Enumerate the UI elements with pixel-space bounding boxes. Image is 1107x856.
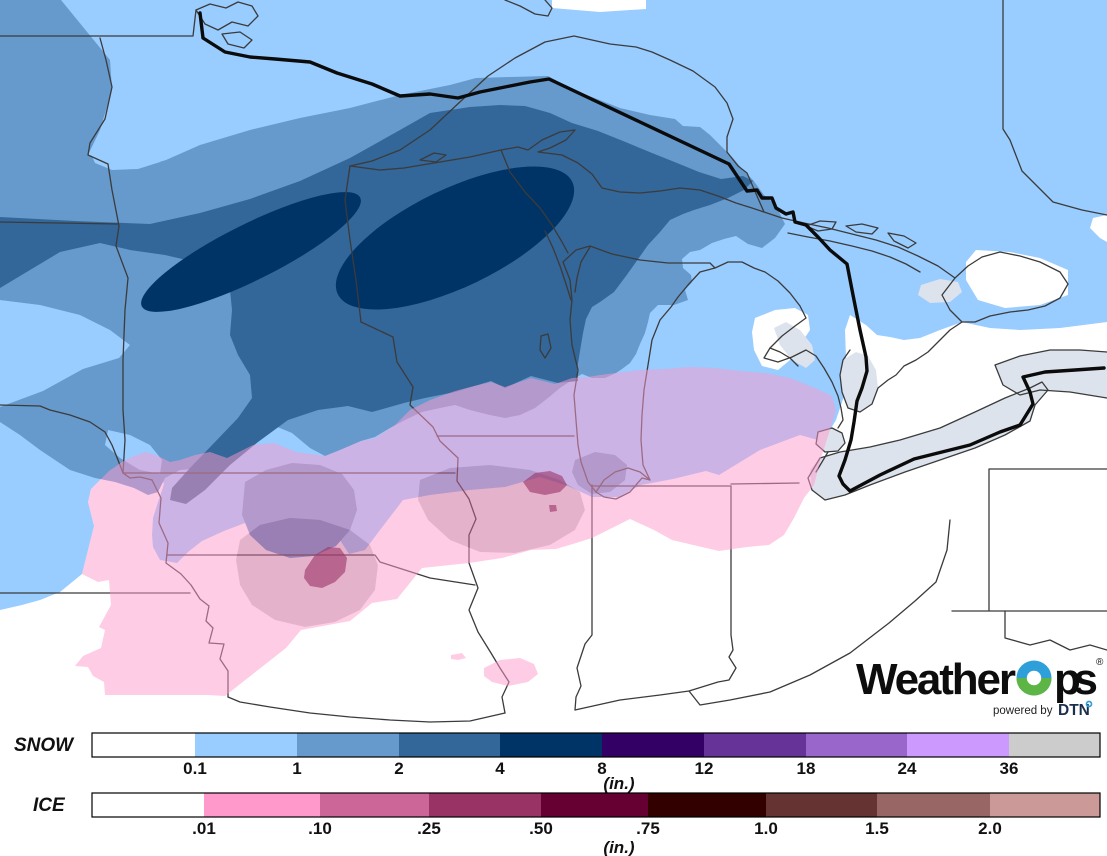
svg-text:8: 8	[597, 759, 606, 778]
svg-text:(in.): (in.)	[603, 838, 634, 856]
svg-text:1: 1	[292, 759, 301, 778]
svg-text:0.1: 0.1	[183, 759, 207, 778]
svg-text:2.0: 2.0	[978, 819, 1002, 838]
svg-text:.10: .10	[308, 819, 332, 838]
svg-text:1.5: 1.5	[865, 819, 889, 838]
svg-text:2: 2	[394, 759, 403, 778]
svg-text:.50: .50	[529, 819, 553, 838]
svg-text:12: 12	[695, 759, 714, 778]
svg-text:18: 18	[797, 759, 816, 778]
svg-text:ICE: ICE	[33, 795, 66, 816]
svg-text:1.0: 1.0	[754, 819, 778, 838]
svg-text:.75: .75	[636, 819, 660, 838]
svg-text:®: ®	[1096, 657, 1104, 668]
svg-text:Weather: Weather	[856, 655, 1016, 704]
svg-text:36: 36	[1000, 759, 1019, 778]
svg-text:powered by: powered by	[993, 705, 1053, 717]
svg-text:.25: .25	[417, 819, 441, 838]
svg-text:24: 24	[898, 759, 917, 778]
svg-text:.01: .01	[192, 819, 216, 838]
svg-text:(in.): (in.)	[603, 774, 634, 793]
svg-text:ps: ps	[1054, 655, 1098, 704]
svg-text:DTN: DTN	[1058, 702, 1090, 719]
svg-text:4: 4	[495, 759, 505, 778]
svg-text:SNOW: SNOW	[14, 735, 75, 756]
